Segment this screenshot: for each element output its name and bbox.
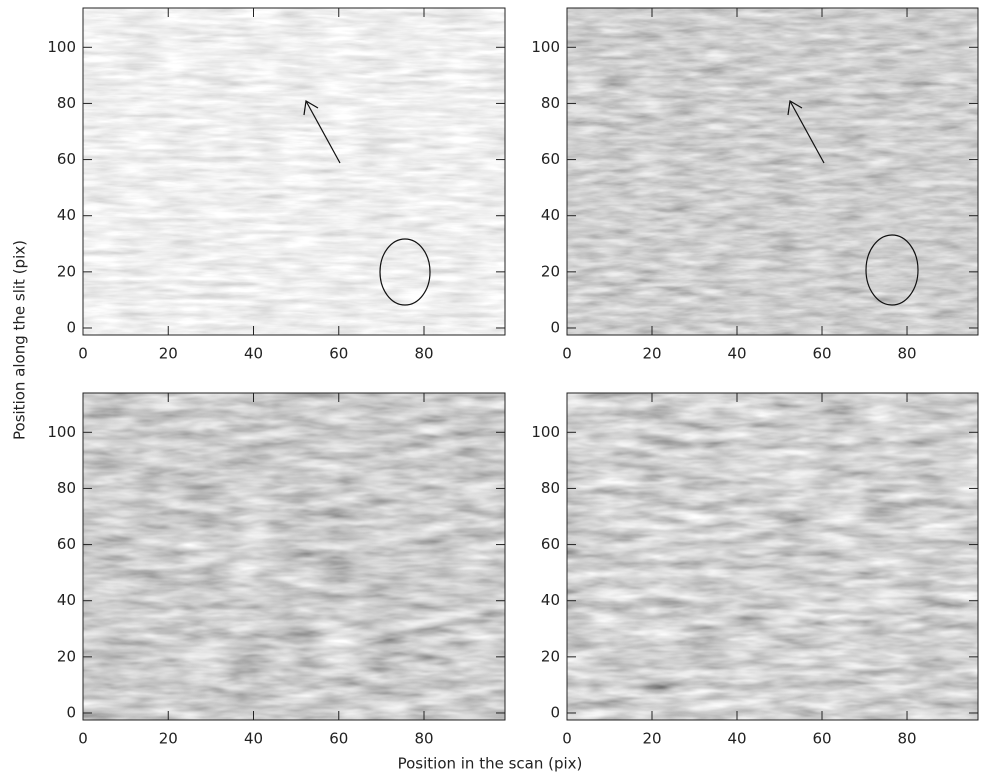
image <box>567 393 978 720</box>
y-tick-label: 20 <box>57 262 76 280</box>
x-tick-label: 40 <box>727 730 746 748</box>
frame <box>82 392 506 721</box>
x-tick-label: 20 <box>159 345 178 363</box>
x-tick-label: 0 <box>78 730 88 748</box>
y-tick-label: 60 <box>57 150 76 168</box>
y-tick-label: 20 <box>541 647 560 665</box>
arrow-head <box>787 100 803 116</box>
panels: 0 20 40 60 80 0 20 40 60 80 100 0 20 40 60 80 0 20 40 60 80 1… <box>47 7 979 748</box>
y-tick-label: 60 <box>541 150 560 168</box>
panel: 0 20 40 60 80 0 20 40 60 80 100 <box>531 7 979 363</box>
y-tick-label: 60 <box>57 535 76 553</box>
x-tick-label: 60 <box>329 730 348 748</box>
x-tick-label: 40 <box>244 730 263 748</box>
y-tick-label: 100 <box>47 423 76 441</box>
x-tick-label: 20 <box>642 730 661 748</box>
y-tick-label: 60 <box>541 535 560 553</box>
image <box>83 393 505 720</box>
x-tick-label: 20 <box>642 345 661 363</box>
y-tick-label: 0 <box>66 318 76 336</box>
y-tick-label: 40 <box>57 591 76 609</box>
circle-marker <box>865 234 919 306</box>
y-tick-label: 80 <box>541 94 560 112</box>
y-axis-label: Position along the slit (pix) <box>11 240 29 440</box>
y-tick-label: 0 <box>66 703 76 721</box>
x-tick-label: 60 <box>812 345 831 363</box>
x-tick-label: 80 <box>897 730 916 748</box>
x-tick-label: 60 <box>329 345 348 363</box>
y-tick-label: 20 <box>57 647 76 665</box>
y-tick-label: 40 <box>541 591 560 609</box>
x-tick-label: 80 <box>414 345 433 363</box>
image <box>83 8 505 335</box>
y-tick-label: 100 <box>531 423 560 441</box>
y-tick-label: 40 <box>57 206 76 224</box>
y-tick-label: 100 <box>531 38 560 56</box>
x-tick-label: 40 <box>244 345 263 363</box>
x-tick-label: 80 <box>414 730 433 748</box>
x-tick-label: 20 <box>159 730 178 748</box>
y-tick-label: 100 <box>47 38 76 56</box>
arrow-head <box>303 100 319 116</box>
frame <box>566 392 979 721</box>
x-tick-label: 80 <box>897 345 916 363</box>
x-tick-label: 40 <box>727 345 746 363</box>
image <box>567 8 978 335</box>
y-tick-label: 80 <box>57 479 76 497</box>
y-tick-label: 20 <box>541 262 560 280</box>
y-tick-label: 0 <box>550 318 560 336</box>
annotations <box>303 100 919 306</box>
frame <box>82 7 506 336</box>
panel: 0 20 40 60 80 0 20 40 60 80 100 <box>531 392 979 748</box>
x-tick-label: 0 <box>562 345 572 363</box>
y-tick-label: 0 <box>550 703 560 721</box>
x-axis-label: Position in the scan (pix) <box>398 755 583 773</box>
y-tick-label: 40 <box>541 206 560 224</box>
y-tick-label: 80 <box>57 94 76 112</box>
circle-marker <box>379 238 431 306</box>
panel: 0 20 40 60 80 0 20 40 60 80 100 <box>47 7 506 363</box>
arrow <box>305 100 341 164</box>
panel: 0 20 40 60 80 0 20 40 60 80 100 <box>47 392 506 748</box>
y-tick-label: 80 <box>541 479 560 497</box>
arrow <box>789 100 825 164</box>
x-tick-label: 0 <box>562 730 572 748</box>
frame <box>566 7 979 336</box>
x-tick-label: 60 <box>812 730 831 748</box>
x-tick-label: 0 <box>78 345 88 363</box>
